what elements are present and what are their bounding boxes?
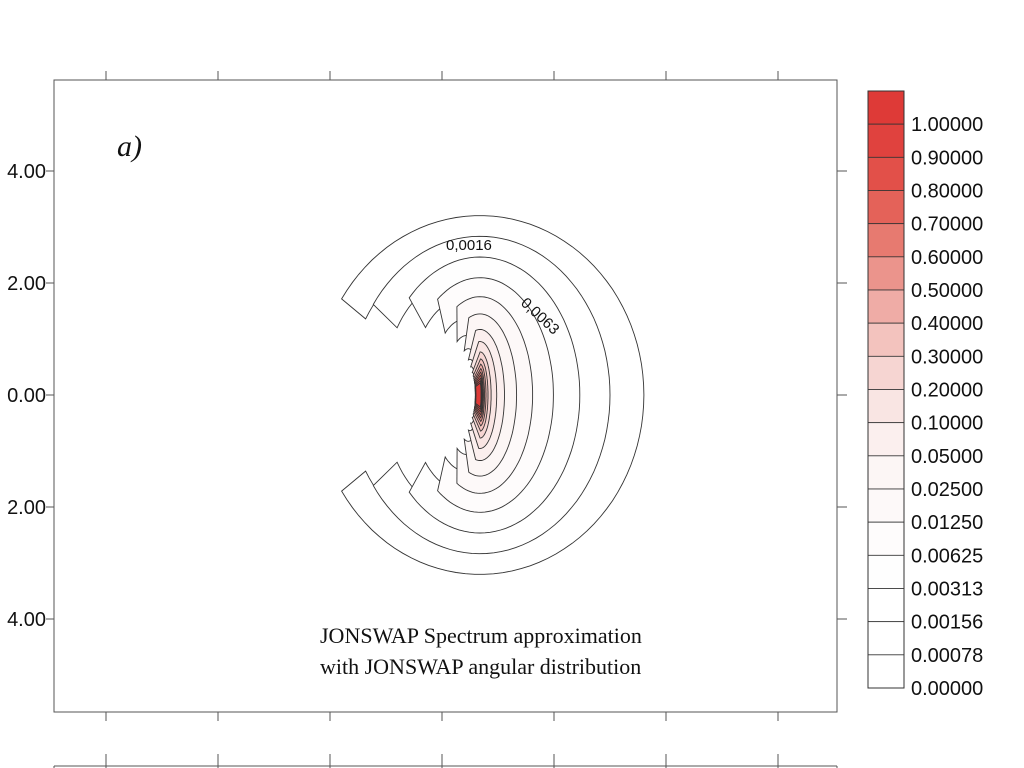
legend-label: 0.60000 <box>911 247 983 269</box>
legend-label: 0.00625 <box>911 545 983 567</box>
legend-label: 0.50000 <box>911 280 983 302</box>
legend-swatch <box>867 521 905 556</box>
legend-swatch <box>867 90 905 125</box>
contour-label: 0,0016 <box>446 237 492 254</box>
legend-label: 0.10000 <box>911 413 983 435</box>
legend-swatch <box>867 654 905 689</box>
y-tick-label: 4.00 <box>7 161 46 183</box>
legend-label: 0.80000 <box>911 181 983 203</box>
legend-frame <box>867 90 905 689</box>
contour-band <box>475 382 482 408</box>
legend-label: 0.00313 <box>911 579 983 601</box>
legend-swatch <box>867 554 905 589</box>
legend-swatch <box>867 621 905 656</box>
legend-swatch <box>867 488 905 523</box>
legend-swatch <box>867 223 905 258</box>
y-tick-label: 0.00 <box>7 385 46 407</box>
legend-label: 0.00000 <box>911 678 983 700</box>
legend-label: 0.70000 <box>911 214 983 236</box>
legend-swatch <box>867 355 905 390</box>
legend-label: 0.30000 <box>911 346 983 368</box>
legend-label: 0.00078 <box>911 645 983 667</box>
legend-label: 0.01250 <box>911 512 983 534</box>
y-tick-label: 2.00 <box>7 497 46 519</box>
legend-label: 0.05000 <box>911 446 983 468</box>
legend-swatch <box>867 422 905 457</box>
legend-swatch <box>867 389 905 424</box>
caption-line-2: with JONSWAP angular distribution <box>320 654 641 679</box>
legend-swatch <box>867 190 905 225</box>
legend-swatch <box>867 256 905 291</box>
legend-label: 0.02500 <box>911 479 983 501</box>
plot-frame <box>53 79 838 713</box>
legend-label: 0.00156 <box>911 612 983 634</box>
legend-swatch <box>867 289 905 324</box>
legend-label: 0.20000 <box>911 380 983 402</box>
legend-swatch <box>867 455 905 490</box>
panel-label: a) <box>117 130 142 163</box>
legend-label: 0.90000 <box>911 147 983 169</box>
y-tick-label: 2.00 <box>7 273 46 295</box>
legend-label: 1.00000 <box>911 114 983 136</box>
legend-swatch <box>867 156 905 191</box>
legend-swatch <box>867 123 905 158</box>
legend-label: 0.40000 <box>911 313 983 335</box>
legend-swatch <box>867 588 905 623</box>
legend-swatch <box>867 322 905 357</box>
caption-line-1: JONSWAP Spectrum approximation <box>320 623 642 648</box>
y-tick-label: 4.00 <box>7 609 46 631</box>
